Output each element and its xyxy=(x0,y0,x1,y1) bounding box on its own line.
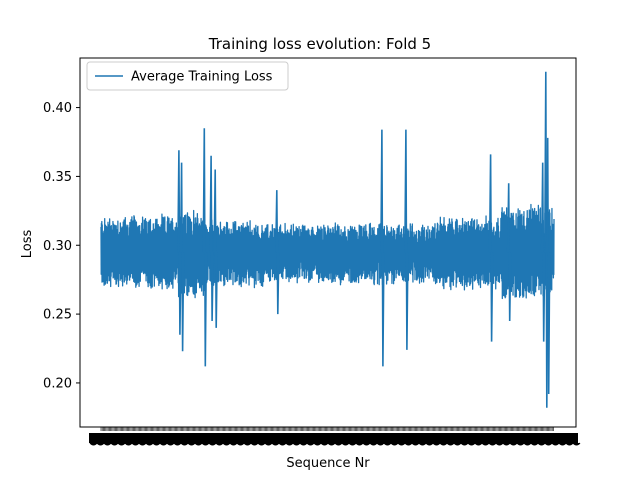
x-axis xyxy=(89,427,581,446)
y-tick-label: 0.40 xyxy=(43,101,72,116)
y-axis: 0.20 0.25 0.30 0.35 0.40 xyxy=(43,101,80,391)
series-spike xyxy=(202,128,208,367)
y-axis-label: Loss xyxy=(20,230,35,259)
series-spike xyxy=(488,154,494,342)
x-axis-label: Sequence Nr xyxy=(286,456,370,471)
series-spike xyxy=(179,162,185,352)
x-ticks xyxy=(100,427,554,431)
x-tick-marks xyxy=(100,427,554,431)
plot-area xyxy=(79,57,577,428)
series-spike xyxy=(380,129,385,367)
series-spike xyxy=(275,190,280,315)
legend: Average Training Loss xyxy=(86,61,289,91)
series-spike xyxy=(213,169,218,328)
legend-entry-average-training-loss: Average Training Loss xyxy=(131,70,273,85)
series-spike xyxy=(404,129,409,350)
series-spike xyxy=(506,183,512,321)
series-line-average-training-loss xyxy=(100,203,555,300)
series-layer xyxy=(100,71,555,408)
series-spike xyxy=(545,137,551,394)
y-tick-label: 0.35 xyxy=(43,170,72,185)
x-tick-labels-edge xyxy=(89,442,581,446)
y-tick-label: 0.30 xyxy=(43,239,72,254)
y-tick-label: 0.20 xyxy=(43,376,72,391)
y-tick-label: 0.25 xyxy=(43,308,72,323)
series-spike xyxy=(209,155,214,321)
legend-box xyxy=(86,61,289,91)
series-spike xyxy=(540,162,546,342)
x-tick-labels-overlapping xyxy=(89,433,578,443)
series-spike xyxy=(177,150,182,335)
chart-title: Training loss evolution: Fold 5 xyxy=(208,35,431,53)
